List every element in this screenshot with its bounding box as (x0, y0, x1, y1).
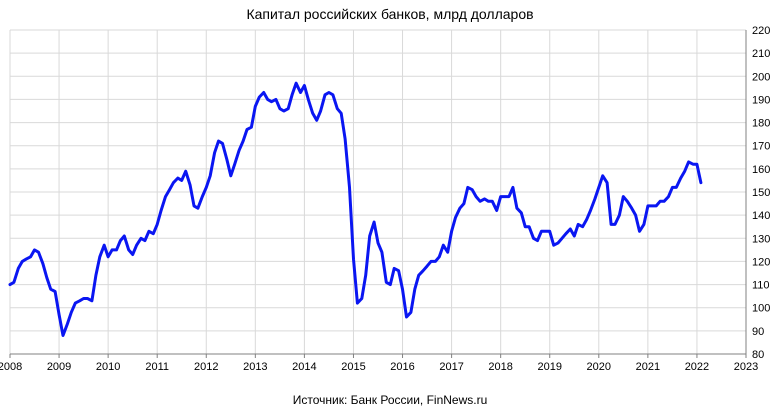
x-tick-label: 2019 (537, 361, 561, 373)
x-tick-label: 2015 (341, 361, 365, 373)
x-tick-label: 2020 (587, 361, 611, 373)
x-tick-label: 2013 (243, 361, 267, 373)
x-tick-label: 2014 (292, 361, 316, 373)
y-axis-tick-labels: 80 90 100 110 120 130 140 150 160 170 180 190 200 210… (752, 25, 770, 361)
y-tick-label: 140 (752, 210, 770, 222)
y-tick-label: 110 (752, 280, 770, 292)
y-tick-label: 150 (752, 187, 770, 199)
y-tick-label: 160 (752, 164, 770, 176)
y-tick-label: 80 (752, 349, 764, 361)
x-tick-label: 2022 (685, 361, 709, 373)
y-tick-label: 190 (752, 94, 770, 106)
gridlines (9, 29, 747, 355)
x-axis-tick-labels: 2008 2009 2010 2011 2012 2013 2014 2015 2016 2017… (0, 361, 758, 373)
y-tick-label: 100 (752, 303, 770, 315)
series-line-1 (8, 81, 703, 337)
y-tick-label: 210 (752, 48, 770, 60)
y-tick-label: 200 (752, 71, 770, 83)
y-tick-label: 120 (752, 256, 770, 268)
x-tick-label: 2016 (390, 361, 414, 373)
y-tick-label: 130 (752, 233, 770, 245)
series-layer (8, 81, 703, 337)
x-tick-label: 2008 (0, 361, 22, 373)
y-tick-label: 90 (752, 326, 764, 338)
y-tick-label: 220 (752, 25, 770, 37)
y-tick-label: 180 (752, 118, 770, 130)
x-tick-label: 2023 (734, 361, 758, 373)
x-tick-label: 2009 (47, 361, 71, 373)
source-note: Источник: Банк России, FinNews.ru (292, 393, 488, 407)
x-tick-label: 2012 (194, 361, 218, 373)
x-tick-label: 2021 (636, 361, 660, 373)
axes (9, 30, 747, 358)
x-tick-label: 2017 (439, 361, 463, 373)
chart-title: Капитал российских банков, млрд долларов (246, 6, 534, 22)
x-tick-label: 2010 (96, 361, 120, 373)
x-tick-label: 2018 (488, 361, 512, 373)
x-tick-label: 2011 (145, 361, 169, 373)
y-tick-label: 170 (752, 141, 770, 153)
